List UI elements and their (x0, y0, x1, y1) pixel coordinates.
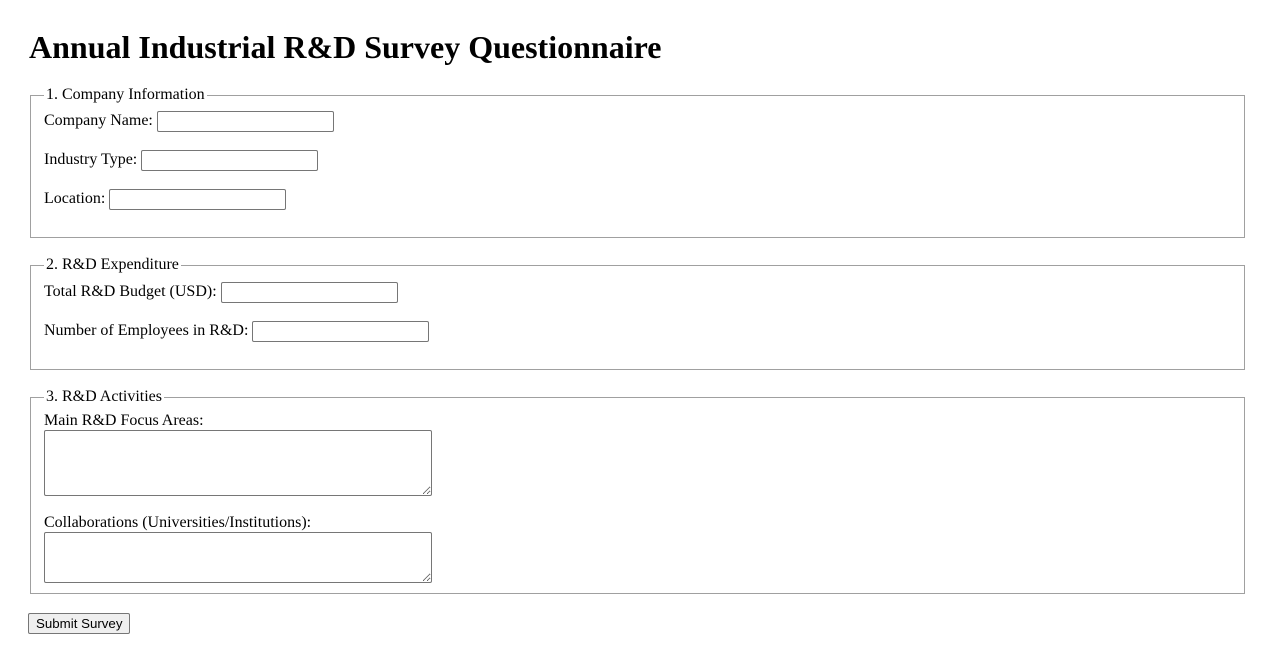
company-name-row: Company Name: (44, 110, 334, 132)
fieldset-rd-expenditure: 2. R&D Expenditure Total R&D Budget (USD… (30, 256, 1245, 370)
focus-areas-label: Main R&D Focus Areas: (44, 412, 204, 429)
fieldset-company-information: 1. Company Information Company Name: Ind… (30, 86, 1245, 238)
section-legend: 3. R&D Activities (44, 388, 164, 406)
location-row: Location: (44, 188, 287, 210)
collaborations-textarea[interactable] (44, 532, 432, 583)
industry-type-input[interactable] (141, 149, 319, 171)
rd-employees-label: Number of Employees in R&D: (44, 322, 249, 339)
page-title: Annual Industrial R&D Survey Questionnai… (29, 29, 662, 65)
section-legend: 1. Company Information (44, 86, 207, 104)
rd-budget-input[interactable] (220, 281, 398, 303)
rd-employees-row: Number of Employees in R&D: (44, 320, 430, 342)
section-legend: 2. R&D Expenditure (44, 256, 181, 274)
company-name-label: Company Name: (44, 112, 153, 129)
industry-type-row: Industry Type: (44, 149, 319, 171)
rd-employees-input[interactable] (252, 320, 430, 342)
submit-survey-button[interactable]: Submit Survey (28, 613, 131, 634)
rd-budget-label: Total R&D Budget (USD): (44, 283, 217, 300)
location-label: Location: (44, 190, 106, 207)
fieldset-rd-activities: 3. R&D Activities Main R&D Focus Areas: … (30, 388, 1245, 594)
location-input[interactable] (109, 188, 287, 210)
rd-budget-row: Total R&D Budget (USD): (44, 281, 398, 303)
collaborations-label: Collaborations (Universities/Institution… (44, 514, 312, 531)
company-name-input[interactable] (156, 110, 334, 132)
focus-areas-textarea[interactable] (44, 430, 432, 496)
industry-type-label: Industry Type: (44, 151, 138, 168)
